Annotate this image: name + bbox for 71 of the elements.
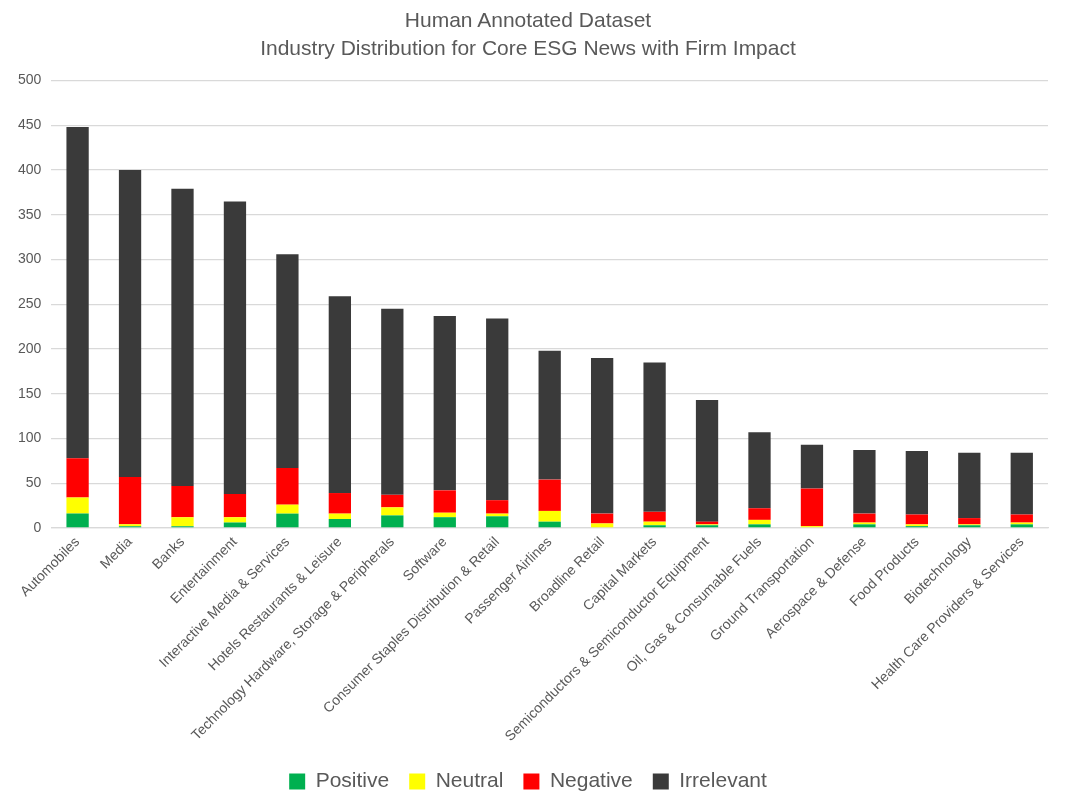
legend-label: Positive	[315, 768, 390, 792]
legend-label: Negative	[549, 768, 633, 792]
bar	[276, 467, 299, 505]
y-tick-label: 150	[18, 384, 42, 401]
bar	[800, 488, 824, 527]
legend-label: Neutral	[435, 768, 504, 792]
bar	[433, 490, 456, 513]
bar	[486, 318, 509, 501]
bar	[66, 513, 89, 528]
bar	[381, 308, 404, 495]
y-tick-label: 500	[18, 71, 42, 88]
bar	[748, 432, 771, 509]
bar	[853, 513, 876, 523]
bar	[538, 350, 561, 480]
bar	[381, 507, 404, 516]
bar	[590, 513, 614, 524]
y-tick-label: 450	[18, 116, 42, 133]
y-tick-label: 350	[18, 205, 42, 222]
bar	[590, 523, 614, 528]
bar	[381, 494, 404, 508]
y-tick-label: 250	[18, 295, 42, 312]
bar	[643, 525, 666, 528]
bar	[958, 452, 981, 519]
bar	[958, 518, 981, 525]
bar	[1010, 514, 1033, 523]
bar	[171, 517, 194, 527]
bar	[276, 504, 299, 514]
bar	[538, 510, 561, 522]
bar	[748, 508, 771, 520]
bar	[381, 515, 404, 528]
bar	[433, 315, 456, 491]
bar	[905, 450, 929, 515]
bar	[171, 188, 194, 486]
bar	[66, 497, 89, 514]
chart-subtitle: Industry Distribution for Core ESG News with Firm Impact	[260, 35, 796, 59]
bar	[643, 362, 666, 512]
bar	[643, 511, 666, 522]
bar	[328, 296, 352, 494]
bar	[853, 450, 876, 514]
legend-label: Irrelevant	[679, 768, 767, 792]
y-tick-label: 50	[25, 474, 42, 491]
bar	[538, 479, 561, 511]
bar	[223, 493, 247, 518]
bar	[223, 517, 247, 523]
bar	[748, 519, 771, 525]
bar	[486, 500, 509, 514]
bar	[590, 357, 614, 514]
bar	[695, 400, 719, 522]
bar	[118, 476, 142, 525]
bar	[66, 127, 89, 459]
bar	[276, 513, 299, 528]
y-tick-label: 200	[18, 339, 42, 356]
bar	[66, 458, 89, 498]
bar	[748, 524, 771, 528]
bar	[223, 201, 247, 494]
bar	[800, 444, 824, 489]
chart-title: Human Annotated Dataset	[404, 8, 652, 32]
bar	[433, 517, 456, 528]
bar	[276, 254, 299, 468]
bar	[328, 493, 352, 514]
bar	[905, 514, 929, 525]
bar	[171, 485, 194, 518]
y-tick-label: 300	[18, 250, 42, 267]
bar	[486, 516, 509, 528]
y-tick-label: 100	[18, 429, 42, 446]
bar	[328, 518, 352, 528]
bar	[118, 170, 142, 477]
y-tick-label: 400	[18, 160, 42, 177]
y-tick-label: 0	[33, 518, 42, 535]
bar	[328, 513, 352, 519]
bar	[1010, 452, 1033, 515]
